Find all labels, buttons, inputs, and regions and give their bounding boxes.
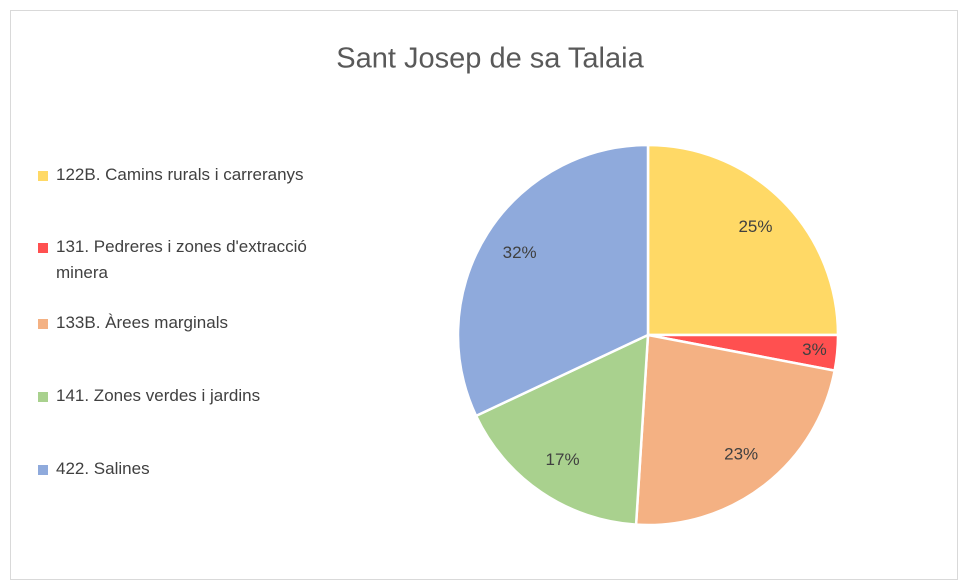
pie-slice [474, 332, 650, 526]
chart-title: Sant Josep de sa Talaia [336, 43, 644, 75]
legend-swatch [38, 392, 48, 402]
legend-swatch [38, 465, 48, 475]
legend-swatch [38, 243, 48, 253]
legend-label: 422. Salines [56, 459, 150, 478]
legend-item: 141. Zones verdes i jardins [38, 383, 316, 409]
legend-label: 133B. Àrees marginals [56, 313, 228, 332]
pie-slice [646, 143, 840, 337]
legend-item: 131. Pedreres i zones d'extracció minera [38, 234, 316, 286]
pie-slice [456, 143, 650, 418]
data-label: 25% [738, 217, 772, 236]
pie-slice [634, 333, 837, 527]
legend-label: 122B. Camins rurals i carreranys [56, 165, 304, 184]
data-label: 23% [724, 445, 758, 464]
legend-label: 141. Zones verdes i jardins [56, 386, 261, 405]
legend-item: 133B. Àrees marginals [38, 310, 316, 336]
data-label: 3% [802, 340, 827, 359]
legend-swatch [38, 171, 48, 181]
data-label: 32% [503, 243, 537, 262]
legend-swatch [38, 319, 48, 329]
data-label: 17% [546, 450, 580, 469]
legend-item: 422. Salines [38, 456, 316, 482]
legend-label: 131. Pedreres i zones d'extracció minera [56, 237, 307, 282]
legend-item: 122B. Camins rurals i carreranys [38, 162, 316, 188]
